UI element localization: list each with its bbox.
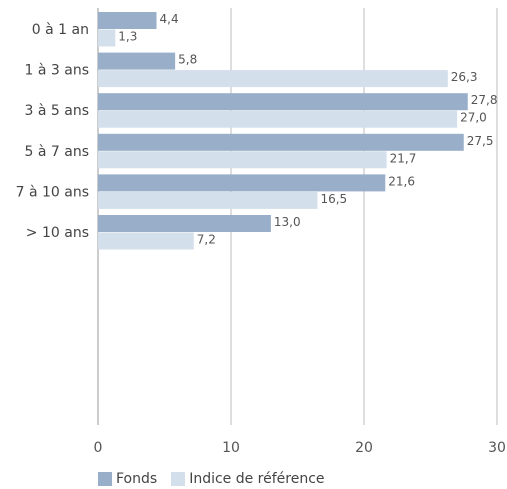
legend-swatch-fonds xyxy=(98,472,112,486)
value-label-fonds-3: 27,5 xyxy=(467,134,494,148)
legend-item-fonds: Fonds xyxy=(98,471,157,487)
chart-legend: Fonds Indice de référence xyxy=(98,469,339,489)
value-label-indice-1: 26,3 xyxy=(451,70,478,84)
bar-fonds-1 xyxy=(98,52,176,70)
bar-fonds-0 xyxy=(98,12,157,29)
bar-indice-2 xyxy=(98,110,458,128)
value-label-indice-5: 7,2 xyxy=(197,233,216,247)
legend-swatch-indice xyxy=(171,472,186,486)
value-label-fonds-5: 13,0 xyxy=(274,215,301,229)
category-label-0: 0 à 1 an xyxy=(32,22,89,38)
bar-fonds-5 xyxy=(98,215,271,232)
category-label-2: 3 à 5 ans xyxy=(25,103,90,119)
value-label-fonds-1: 5,8 xyxy=(178,53,197,67)
value-label-indice-2: 27,0 xyxy=(460,111,487,125)
bar-fonds-2 xyxy=(98,93,468,111)
bar-indice-4 xyxy=(98,191,318,209)
category-label-5: > 10 ans xyxy=(26,225,89,241)
value-label-fonds-4: 21,6 xyxy=(388,174,415,188)
value-label-indice-3: 21,7 xyxy=(390,151,417,165)
x-tick-label-3: 30 xyxy=(488,440,506,456)
legend-label-indice: Indice de référence xyxy=(189,471,325,487)
value-label-indice-0: 1,3 xyxy=(118,30,137,44)
bar-indice-3 xyxy=(98,151,387,169)
value-label-indice-4: 16,5 xyxy=(320,192,347,206)
category-label-4: 7 à 10 ans xyxy=(16,184,89,200)
x-tick-label-2: 20 xyxy=(355,440,373,456)
value-label-fonds-2: 27,8 xyxy=(471,93,498,107)
x-tick-label-0: 0 xyxy=(94,440,103,456)
category-label-3: 5 à 7 ans xyxy=(25,144,90,160)
bar-indice-1 xyxy=(98,70,448,88)
x-tick-label-1: 10 xyxy=(222,440,240,456)
value-label-fonds-0: 4,4 xyxy=(160,12,179,26)
bar-fonds-4 xyxy=(98,174,386,192)
bar-indice-0 xyxy=(98,29,116,47)
legend-label-fonds: Fonds xyxy=(116,471,158,487)
bar-indice-5 xyxy=(98,232,194,250)
category-label-1: 1 à 3 ans xyxy=(25,63,90,79)
bar-fonds-3 xyxy=(98,133,464,151)
legend-item-indice: Indice de référence xyxy=(171,471,325,487)
